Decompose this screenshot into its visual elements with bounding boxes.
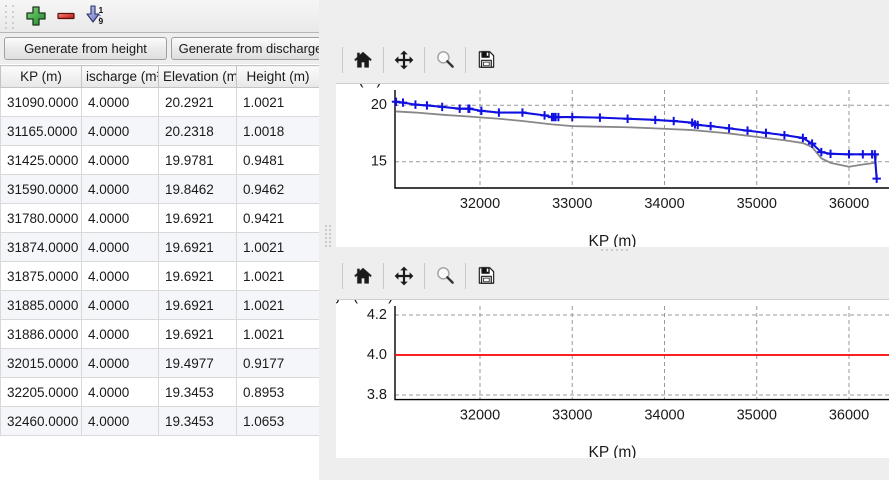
svg-text:Elevation (m): Elevation (m)	[336, 84, 382, 88]
svg-text:32000: 32000	[460, 408, 500, 424]
svg-text:9: 9	[99, 16, 104, 26]
svg-text:20: 20	[371, 97, 387, 113]
svg-text:36000: 36000	[829, 196, 869, 212]
svg-text:33000: 33000	[552, 196, 592, 212]
svg-text:1: 1	[99, 5, 104, 15]
svg-text:34000: 34000	[644, 196, 684, 212]
svg-text:4.0: 4.0	[367, 347, 387, 363]
svg-text:33000: 33000	[552, 408, 592, 424]
svg-text:35000: 35000	[737, 408, 777, 424]
svg-text:32000: 32000	[460, 196, 500, 212]
svg-text:3.8: 3.8	[367, 387, 387, 403]
svg-text:35000: 35000	[737, 196, 777, 212]
svg-text:15: 15	[371, 154, 387, 170]
svg-text:34000: 34000	[644, 408, 684, 424]
svg-text:36000: 36000	[829, 408, 869, 424]
svg-text:4.2: 4.2	[367, 307, 387, 323]
svg-text:Discharge (m³/s): Discharge (m³/s)	[336, 300, 393, 304]
